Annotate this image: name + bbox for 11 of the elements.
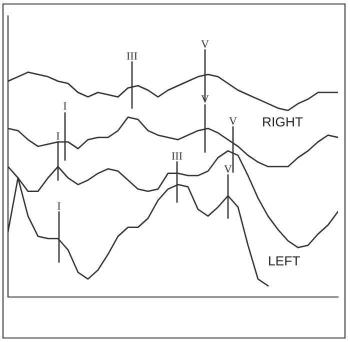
annotation: I xyxy=(56,132,60,140)
annotation: I xyxy=(64,102,66,110)
annotation: V xyxy=(224,165,232,173)
annotation: I xyxy=(58,202,60,210)
annotation: V xyxy=(229,117,237,125)
annotation: III xyxy=(172,152,182,160)
annotation: V xyxy=(201,95,209,103)
text: III xyxy=(126,52,138,60)
annotation: LEFT xyxy=(269,256,300,266)
annotation: RIGHT xyxy=(263,117,303,127)
text: V xyxy=(201,40,209,48)
